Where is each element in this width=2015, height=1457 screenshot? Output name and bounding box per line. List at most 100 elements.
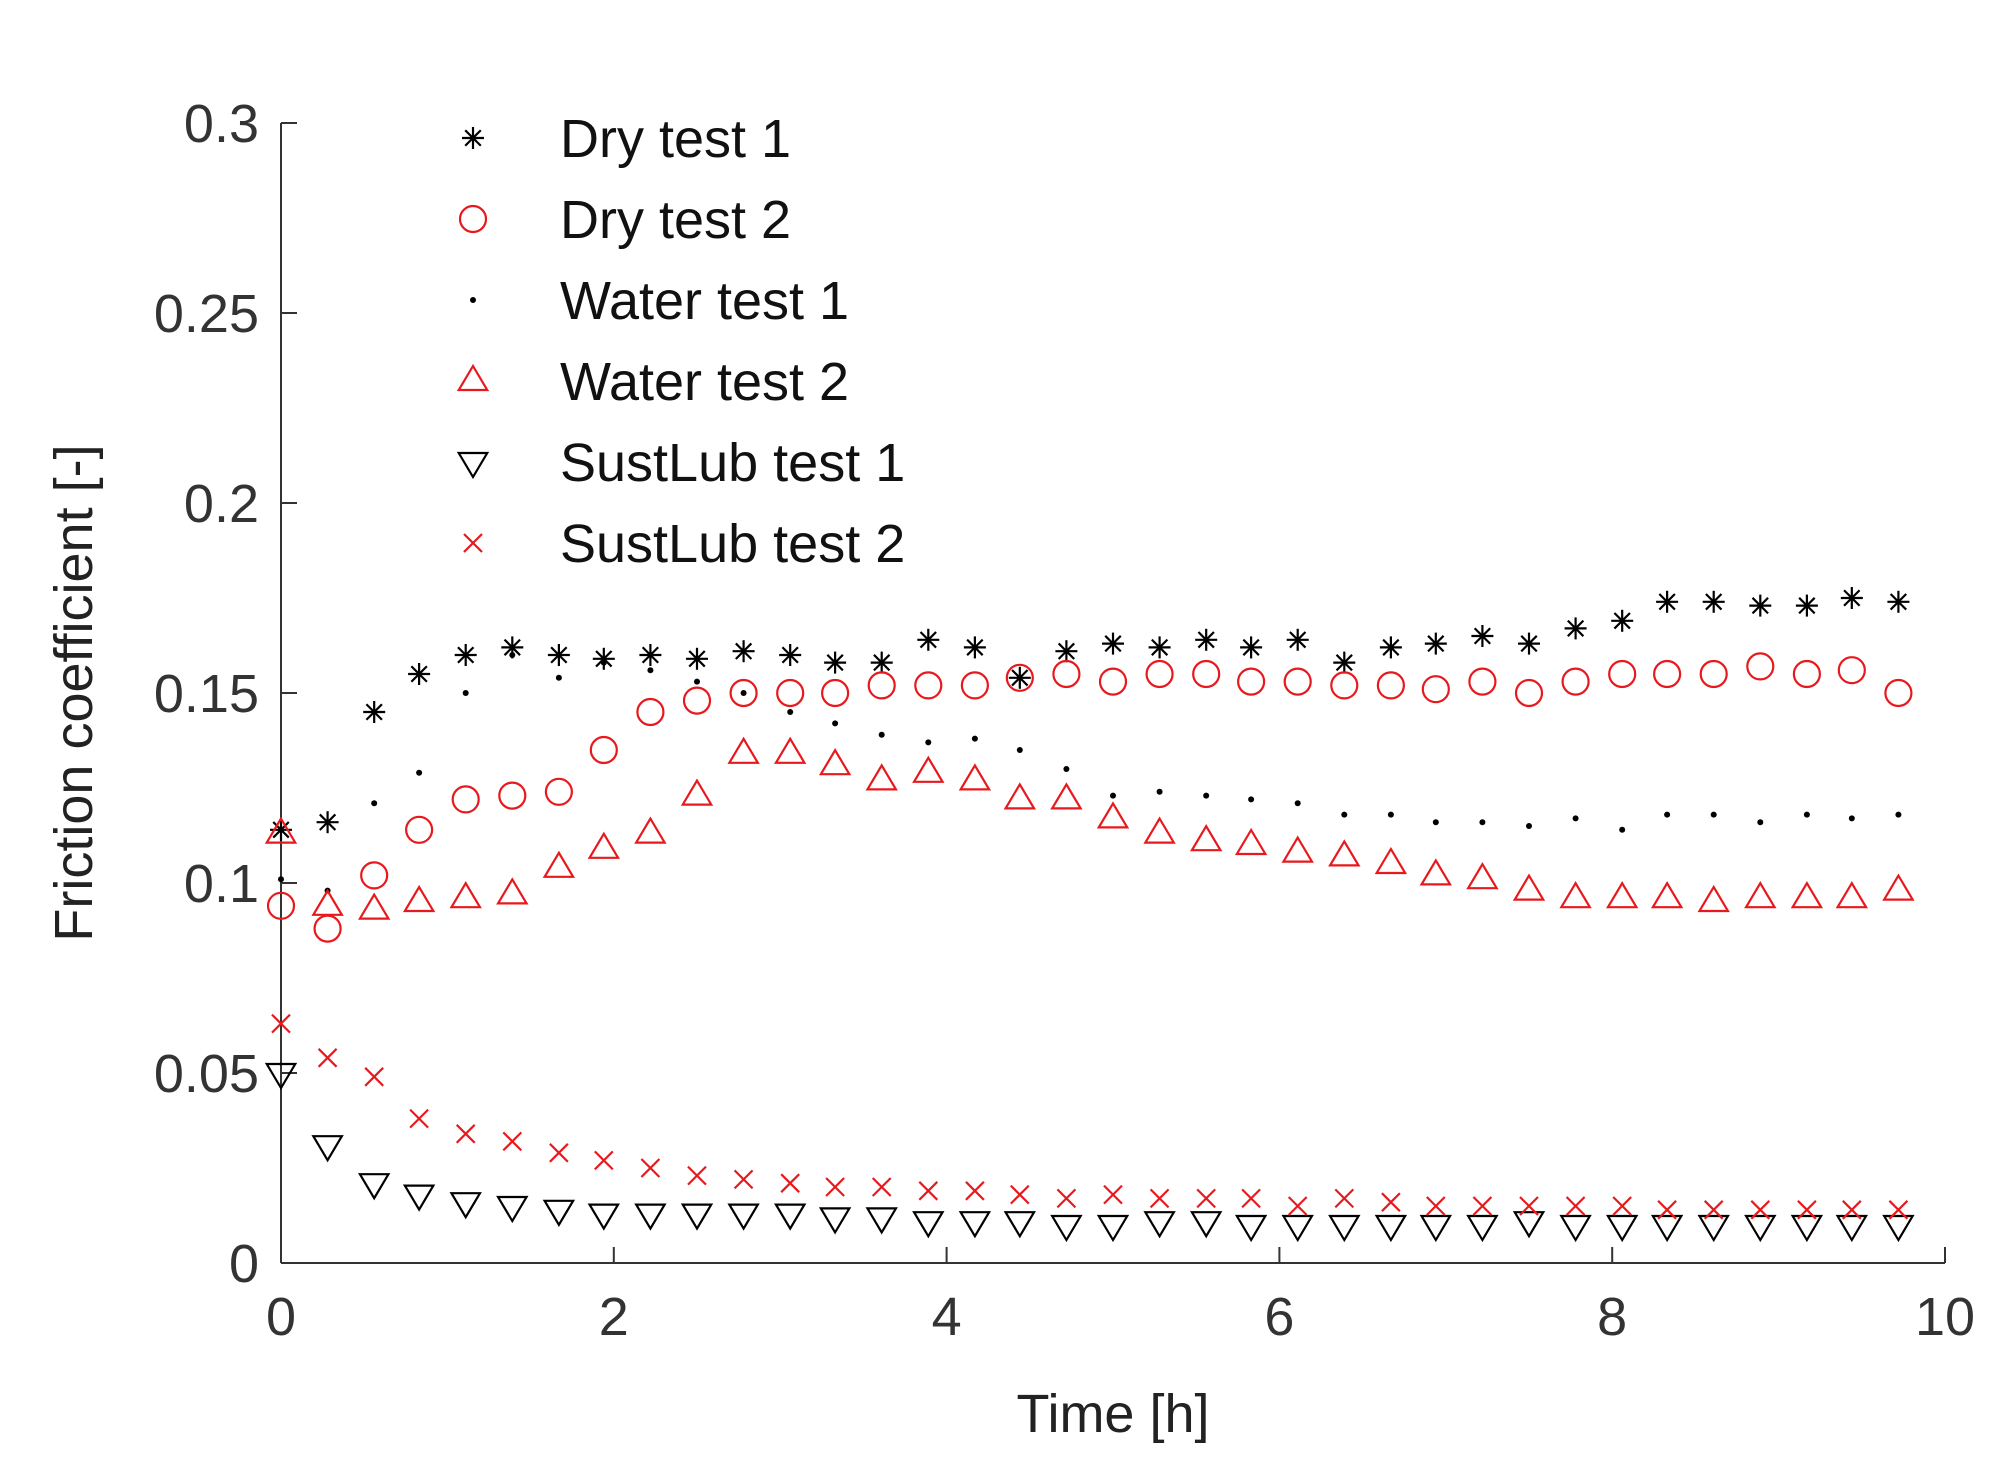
data-point	[1803, 811, 1810, 818]
data-point	[416, 769, 423, 776]
data-point	[1016, 747, 1023, 753]
x-tick-label: 4	[932, 1287, 962, 1347]
data-point	[1143, 1211, 1176, 1239]
data-point	[821, 678, 850, 708]
data-point	[542, 1199, 576, 1227]
legend-item: Water test 1	[470, 271, 849, 331]
data-point	[1746, 652, 1775, 681]
series-water-test-2	[264, 736, 1915, 920]
data-point	[1703, 1200, 1724, 1220]
data-point	[1424, 632, 1447, 655]
data-point	[1512, 1211, 1546, 1239]
legend-label: SustLub test 1	[560, 433, 905, 493]
x-ticks: 0 2 4 6 8 10	[266, 1247, 1975, 1347]
data-point	[1650, 1214, 1684, 1243]
data-point	[1657, 1200, 1677, 1220]
data-point	[1156, 788, 1163, 795]
data-point	[727, 1203, 760, 1231]
data-point	[636, 697, 665, 727]
data-point	[402, 1184, 436, 1212]
data-point	[824, 651, 847, 674]
data-point	[266, 891, 296, 920]
data-point	[1421, 675, 1450, 704]
legend-item: Water test 2	[456, 352, 849, 412]
data-point	[1848, 815, 1855, 822]
data-point	[1381, 1192, 1401, 1212]
data-point	[1063, 766, 1070, 772]
data-point	[449, 1192, 482, 1220]
data-point	[1050, 782, 1083, 810]
data-point	[1565, 1196, 1586, 1216]
data-point	[1195, 628, 1218, 651]
data-point	[680, 1203, 714, 1231]
x-tick-label: 10	[1915, 1287, 1975, 1347]
data-point	[1519, 1196, 1539, 1216]
legend-item: SustLub test 1	[456, 433, 905, 493]
data-point	[1283, 667, 1312, 696]
data-point	[818, 748, 852, 776]
legend-label: Water test 2	[560, 352, 849, 412]
data-point	[1190, 1211, 1223, 1239]
y-tick-label: 0.1	[184, 854, 259, 914]
y-tick-label: 0.15	[154, 664, 259, 724]
data-point	[363, 701, 386, 723]
data-point	[1190, 824, 1223, 852]
data-point	[1653, 659, 1682, 689]
legend-item: SustLub test 2	[463, 514, 905, 574]
legend: Dry test 1 Dry test 2 Water test 1 Water te…	[456, 109, 905, 574]
data-point	[316, 811, 339, 834]
data-point	[364, 1067, 384, 1087]
data-point	[1110, 792, 1116, 799]
data-point	[594, 1150, 614, 1171]
data-point	[958, 763, 992, 791]
data-point	[867, 671, 896, 700]
data-point	[264, 1062, 298, 1091]
data-point	[1561, 667, 1590, 696]
data-point	[1379, 636, 1402, 659]
data-point	[818, 1207, 852, 1235]
data-point	[1098, 667, 1128, 696]
y-ticks: 0 0.05 0.1 0.15 0.2 0.25 0.3	[154, 94, 297, 1294]
data-point	[1096, 801, 1130, 829]
x-axis-label: Time [h]	[1016, 1384, 1209, 1444]
data-point	[1281, 1214, 1314, 1243]
series-dry-test-2	[266, 652, 1913, 943]
data-point	[1419, 858, 1452, 886]
data-point	[960, 671, 989, 700]
data-point	[1699, 659, 1728, 689]
data-point	[1895, 811, 1902, 818]
axes	[280, 123, 1945, 1264]
data-point	[1744, 881, 1777, 909]
data-point	[402, 884, 436, 913]
data-point	[1234, 827, 1268, 856]
data-point	[600, 659, 607, 666]
data-point	[1882, 1214, 1915, 1243]
data-point	[1328, 1214, 1361, 1243]
data-point	[1192, 659, 1221, 689]
data-point	[311, 1135, 344, 1163]
data-point	[313, 914, 342, 943]
data-point	[1196, 1188, 1216, 1209]
data-point	[639, 644, 662, 666]
data-point	[1287, 1196, 1308, 1216]
legend-marker	[470, 297, 476, 303]
data-point	[1472, 1196, 1493, 1216]
data-point	[1387, 811, 1394, 818]
data-point	[501, 636, 524, 659]
data-point	[358, 892, 391, 920]
data-point	[1559, 881, 1592, 909]
x-tick-label: 8	[1597, 1287, 1627, 1347]
data-point	[1341, 811, 1348, 818]
data-point	[1842, 1200, 1862, 1220]
data-point	[451, 785, 480, 814]
data-point	[592, 647, 615, 670]
data-point	[780, 1173, 800, 1193]
data-point	[454, 644, 477, 666]
data-point	[1835, 1214, 1868, 1243]
data-point	[963, 636, 986, 659]
series-water-test-1	[278, 652, 1902, 894]
data-point	[1750, 1200, 1771, 1220]
data-point	[1792, 659, 1821, 689]
series-sustlub-test-1	[264, 1062, 1915, 1243]
legend-marker	[456, 451, 490, 480]
